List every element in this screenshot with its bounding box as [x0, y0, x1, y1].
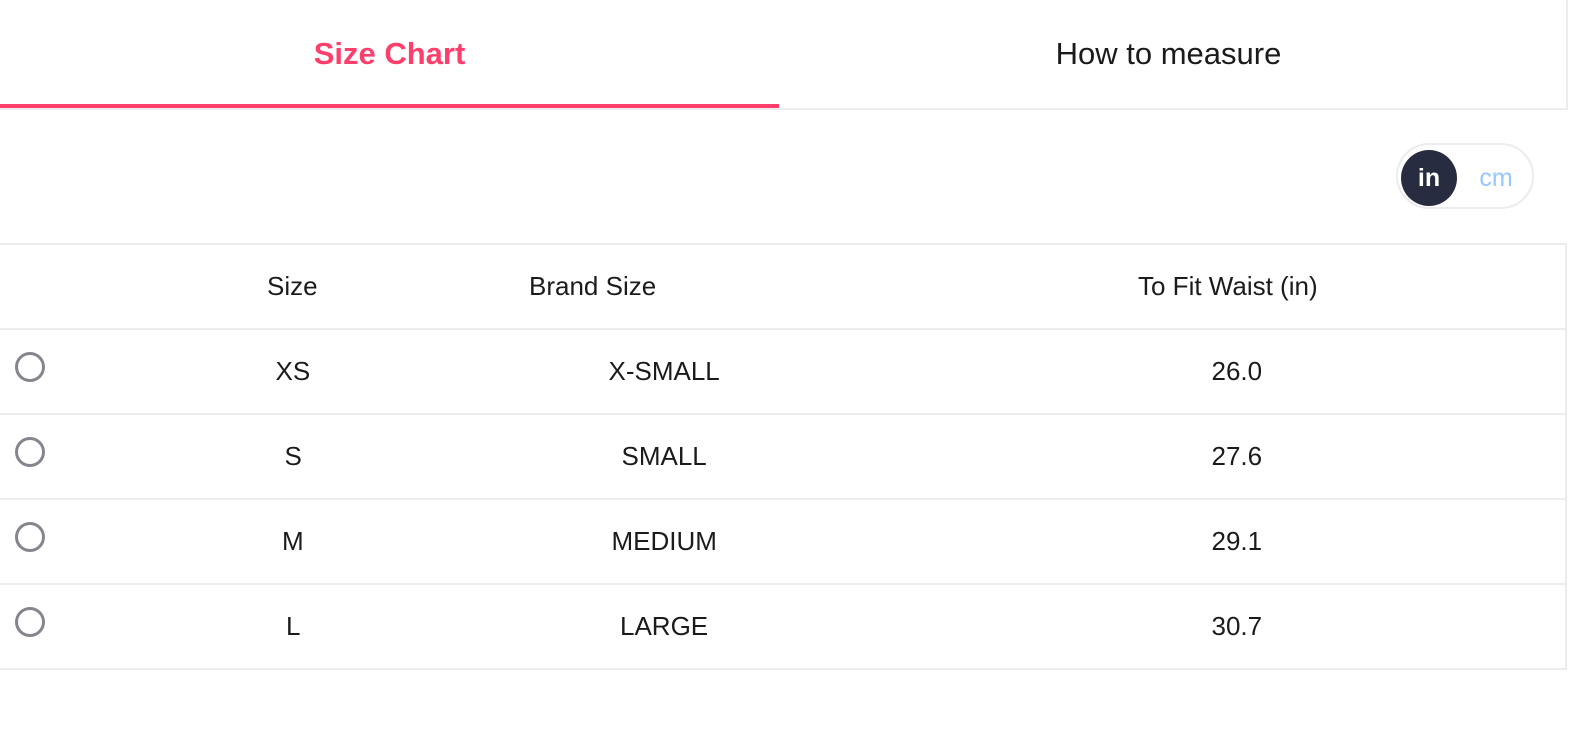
brand-size-cell: LARGE — [520, 584, 808, 670]
tab-size-chart[interactable]: Size Chart — [0, 0, 779, 108]
waist-cell: 26.0 — [808, 329, 1566, 415]
unit-toggle[interactable]: in cm — [1396, 143, 1534, 209]
size-radio[interactable] — [15, 351, 45, 382]
header-size: Size — [66, 244, 520, 330]
unit-option-in[interactable]: in — [1401, 150, 1457, 206]
table-row[interactable]: L LARGE 30.7 — [0, 584, 1566, 670]
brand-size-cell: SMALL — [520, 414, 808, 500]
row-select-cell — [0, 329, 66, 415]
row-select-cell — [0, 584, 66, 670]
row-select-cell — [0, 499, 66, 585]
unit-option-cm[interactable]: cm — [1479, 163, 1513, 192]
waist-cell: 27.6 — [808, 414, 1566, 500]
waist-cell: 29.1 — [808, 499, 1566, 585]
size-cell: L — [66, 584, 520, 670]
size-cell: S — [66, 414, 520, 500]
brand-size-cell: X-SMALL — [520, 329, 808, 415]
size-radio[interactable] — [15, 606, 45, 637]
size-radio[interactable] — [15, 521, 45, 552]
size-cell: M — [66, 499, 520, 585]
table-header-row: Size Brand Size To Fit Waist (in) — [0, 244, 1566, 330]
brand-size-cell: MEDIUM — [520, 499, 808, 585]
header-waist: To Fit Waist (in) — [808, 244, 1566, 330]
table-row[interactable]: M MEDIUM 29.1 — [0, 499, 1566, 585]
table-row[interactable]: S SMALL 27.6 — [0, 414, 1566, 500]
size-cell: XS — [66, 329, 520, 415]
table-row[interactable]: XS X-SMALL 26.0 — [0, 329, 1566, 415]
header-select — [0, 244, 66, 330]
size-radio[interactable] — [15, 436, 45, 467]
row-select-cell — [0, 414, 66, 500]
tab-bar: Size Chart How to measure — [0, 0, 1568, 110]
waist-cell: 30.7 — [808, 584, 1566, 670]
tab-how-to-measure[interactable]: How to measure — [1055, 36, 1282, 71]
header-brand-size: Brand Size — [520, 244, 808, 330]
size-chart-table: Size Brand Size To Fit Waist (in) XS X-S… — [0, 243, 1567, 670]
